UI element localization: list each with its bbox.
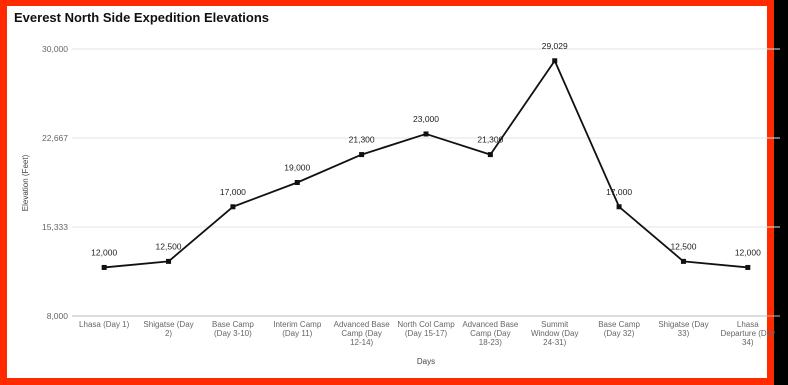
x-tick-label: Lhasa (Day 1) [79,320,130,329]
data-label: 17,000 [606,187,632,197]
y-tick-label: 22,667 [42,133,68,143]
y-axis-title: Elevation (Feet) [21,154,30,211]
x-tick-label: Advanced Base Camp (Day 18-23) [462,320,519,347]
data-points [101,58,751,270]
x-tick-label: Base Camp (Day 32) [598,320,640,338]
x-tick-label: Base Camp (Day 3-10) [212,320,254,338]
data-label: 12,500 [156,241,182,251]
y-tick-label: 15,333 [42,222,68,232]
x-tick-label: Shigatse (Day 2) [143,320,193,338]
data-point [294,180,300,185]
data-point [745,264,751,270]
data-label: 29,029 [542,41,568,51]
data-label: 19,000 [284,163,310,173]
chart-title: Everest North Side Expedition Elevations [14,10,270,25]
data-label: 12,000 [735,247,761,257]
y-tick-label: 8,000 [47,311,69,321]
data-label: 21,300 [477,135,503,145]
data-point [230,204,236,210]
y-axis-ticks: 8,000 15,333 22,667 30,000 [42,44,68,321]
x-tick-label: Summit Window (Day 24-31) [531,320,579,347]
data-point [359,152,365,158]
x-axis-title: Days [417,357,435,366]
data-label: 12,500 [670,241,696,251]
series-line [104,59,748,269]
data-point [101,264,107,270]
data-point [680,258,686,264]
x-tick-label: Advanced Base Camp (Day 12-14) [334,320,391,347]
data-label: 17,000 [220,187,246,197]
x-tick-label: Interim Camp (Day 11) [273,320,322,338]
x-axis-ticks: Lhasa (Day 1) Shigatse (Day 2) Base Camp (Da… [79,320,775,347]
data-label: 21,300 [349,135,375,145]
data-labels: 12,000 12,500 17,000 19,000 21,300 23,000 21,3… [91,41,761,258]
data-label: 23,000 [413,114,439,124]
data-label: 12,000 [91,247,117,257]
data-point [616,204,622,210]
data-point [552,58,558,64]
data-point [487,152,493,158]
data-point [166,258,172,264]
x-tick-label: North Col Camp (Day 15-17) [397,320,455,338]
x-tick-label: Shigatse (Day 33) [658,320,708,338]
data-point [423,131,429,137]
y-tick-label: 30,000 [42,44,68,54]
x-tick-label: Lhasa Departure (Day 34) [720,320,775,347]
gridlines [72,48,780,317]
